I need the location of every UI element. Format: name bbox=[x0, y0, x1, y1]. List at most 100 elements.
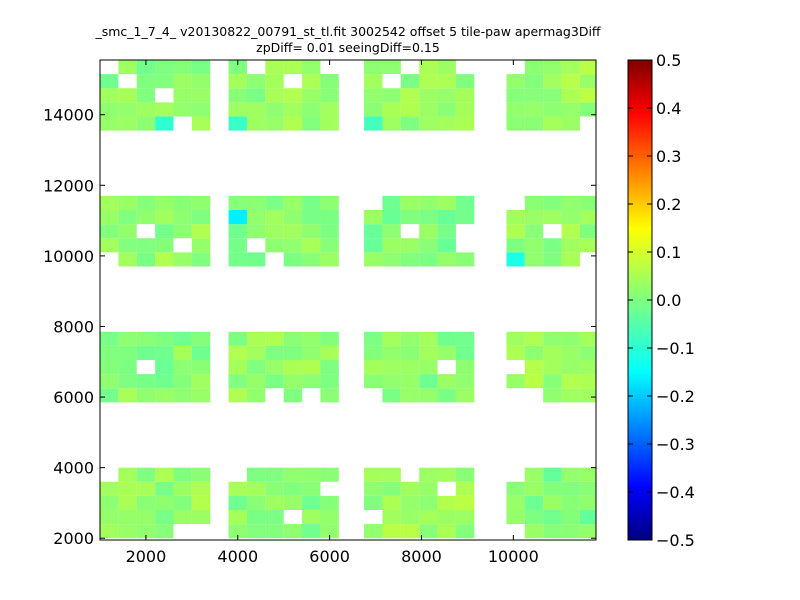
heatmap-cell bbox=[283, 467, 303, 482]
heatmap-cell bbox=[283, 331, 303, 346]
heatmap-cell bbox=[302, 510, 321, 525]
heatmap-cell bbox=[155, 524, 174, 539]
heatmap-cell bbox=[561, 467, 580, 482]
heatmap-cell bbox=[320, 467, 339, 482]
heatmap-cell bbox=[228, 60, 247, 75]
heatmap-cell bbox=[364, 495, 383, 510]
heatmap-cell bbox=[364, 102, 383, 117]
heatmap-cell bbox=[524, 102, 544, 117]
heatmap-cell bbox=[579, 238, 596, 253]
heatmap-cell bbox=[455, 102, 475, 117]
heatmap-cell bbox=[246, 495, 266, 510]
heatmap-cell bbox=[320, 102, 339, 117]
heatmap-cell bbox=[561, 224, 580, 239]
heatmap-cell bbox=[228, 495, 247, 510]
heatmap-cell bbox=[173, 195, 192, 210]
colorbar: 0.5 0.4 0.3 0.2 0.1 0.0 −0.1 −0.2 −0.3 −0.4 −0.5 bbox=[627, 51, 695, 550]
heatmap-cell bbox=[437, 210, 456, 225]
heatmap-cell bbox=[136, 102, 156, 117]
heatmap-cell bbox=[265, 60, 284, 75]
heatmap-cell bbox=[246, 210, 266, 225]
heatmap-cell bbox=[524, 331, 544, 346]
heatmap-cell bbox=[561, 345, 580, 360]
heatmap-cell bbox=[437, 388, 456, 403]
heatmap-cell bbox=[155, 224, 174, 239]
heatmap-cell bbox=[400, 116, 420, 131]
heatmap-cell bbox=[191, 224, 211, 239]
heatmap-cell bbox=[191, 481, 211, 496]
heatmap-cell bbox=[100, 195, 119, 210]
heatmap-cell bbox=[364, 524, 383, 539]
y-tick-label: 4000 bbox=[53, 459, 94, 478]
heatmap-cell bbox=[543, 331, 562, 346]
heatmap-cell bbox=[455, 74, 475, 89]
heatmap-cell bbox=[579, 481, 596, 496]
heatmap-cell bbox=[419, 60, 438, 75]
heatmap-cell bbox=[320, 374, 339, 389]
heatmap-cell bbox=[100, 116, 119, 131]
heatmap-cell bbox=[283, 388, 303, 403]
heatmap-cell bbox=[246, 224, 266, 239]
heatmap-cell bbox=[506, 238, 525, 253]
heatmap-cell bbox=[246, 388, 266, 403]
heatmap-cell bbox=[136, 524, 156, 539]
heatmap-cell bbox=[136, 195, 156, 210]
heatmap-cell bbox=[579, 210, 596, 225]
heatmap-cell bbox=[118, 102, 137, 117]
heatmap-cell bbox=[302, 238, 321, 253]
heatmap-cell bbox=[561, 495, 580, 510]
heatmap-cell bbox=[364, 331, 383, 346]
heatmap-cell bbox=[100, 88, 119, 103]
heatmap-cell bbox=[543, 388, 562, 403]
heatmap-cell bbox=[506, 224, 525, 239]
heatmap-cell bbox=[155, 331, 174, 346]
heatmap-cell bbox=[155, 360, 174, 375]
heatmap-cell bbox=[524, 495, 544, 510]
heatmap-cell bbox=[100, 481, 119, 496]
heatmap-cell bbox=[364, 238, 383, 253]
heatmap-cell bbox=[136, 331, 156, 346]
heatmap-cell bbox=[506, 210, 525, 225]
heatmap-cell bbox=[155, 345, 174, 360]
heatmap-cell bbox=[524, 524, 544, 539]
heatmap-cell bbox=[455, 360, 475, 375]
heatmap-cell bbox=[579, 331, 596, 346]
heatmap-cell bbox=[400, 481, 420, 496]
heatmap-cell bbox=[118, 88, 137, 103]
heatmap-cell bbox=[136, 238, 156, 253]
heatmap-cell bbox=[400, 510, 420, 525]
heatmap-cell bbox=[191, 467, 211, 482]
heatmap-cell bbox=[100, 102, 119, 117]
heatmap-cell bbox=[136, 374, 156, 389]
colorbar-tick-label: −0.3 bbox=[656, 435, 695, 454]
heatmap-cell bbox=[364, 74, 383, 89]
heatmap-cell bbox=[561, 195, 580, 210]
heatmap-cell bbox=[191, 102, 211, 117]
heatmap-cell bbox=[191, 388, 211, 403]
heatmap-cell bbox=[400, 252, 420, 267]
heatmap-cell bbox=[136, 116, 156, 131]
heatmap-cell bbox=[543, 252, 562, 267]
heatmap-cell bbox=[155, 510, 174, 525]
heatmap-cell bbox=[524, 510, 544, 525]
x-tick-label: 10000 bbox=[488, 547, 539, 566]
heatmap-cell bbox=[506, 102, 525, 117]
heatmap-cell bbox=[400, 238, 420, 253]
heatmap-cell bbox=[100, 360, 119, 375]
heatmap-cell bbox=[382, 524, 401, 539]
heatmap-cell bbox=[302, 116, 321, 131]
heatmap-cell bbox=[320, 88, 339, 103]
heatmap-cell bbox=[524, 224, 544, 239]
heatmap-cell bbox=[364, 252, 383, 267]
heatmap-cell bbox=[191, 60, 211, 75]
heatmap-cell bbox=[265, 88, 284, 103]
heatmap-cell bbox=[524, 467, 544, 482]
heatmap-cell bbox=[191, 360, 211, 375]
heatmap-cell bbox=[100, 510, 119, 525]
heatmap-cell bbox=[246, 252, 266, 267]
heatmap-cell bbox=[543, 116, 562, 131]
heatmap-cell bbox=[320, 524, 339, 539]
heatmap-cell bbox=[543, 374, 562, 389]
heatmap-cell bbox=[100, 224, 119, 239]
heatmap-cell bbox=[419, 495, 438, 510]
